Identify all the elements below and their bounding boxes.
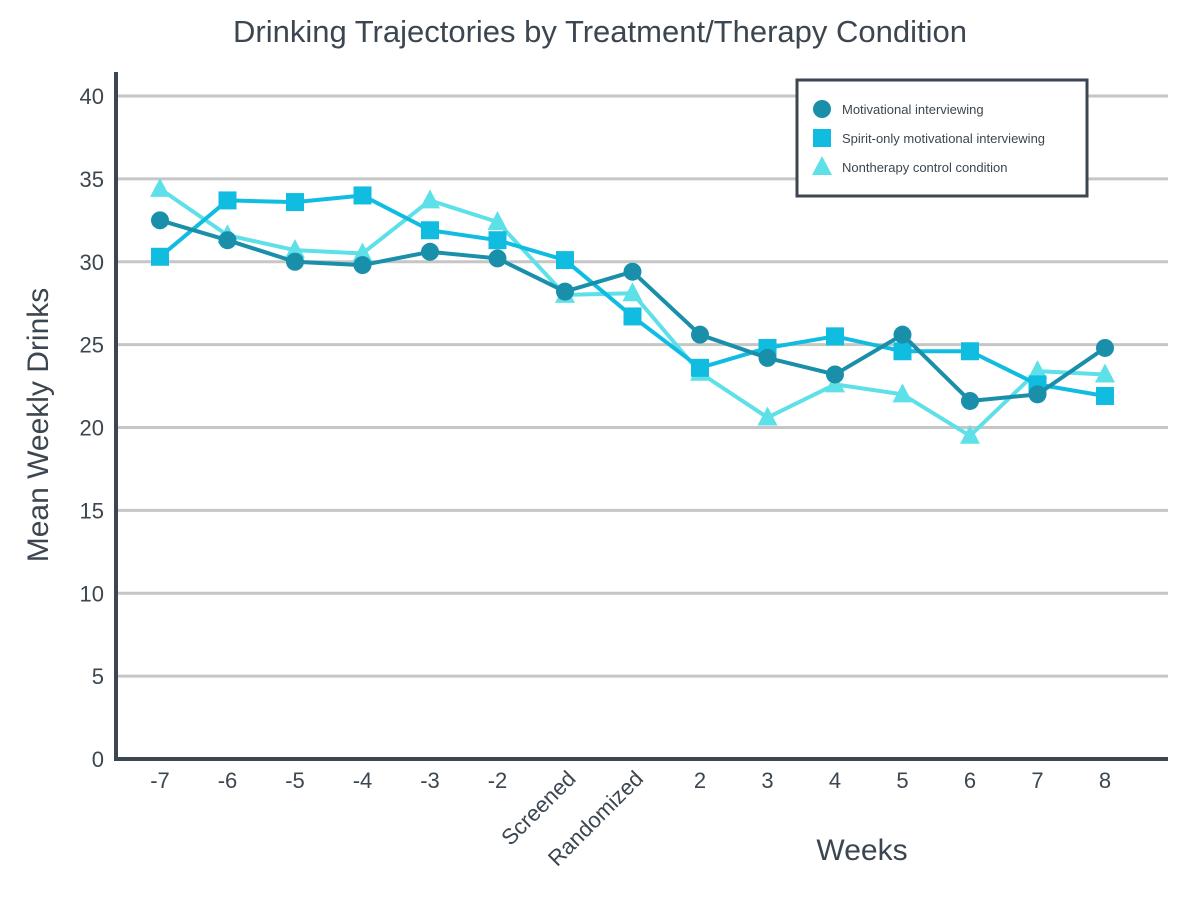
data-point-circle (893, 325, 912, 344)
data-point-circle (488, 249, 507, 268)
data-point-circle (218, 231, 237, 250)
x-tick-label: -7 (150, 768, 170, 793)
data-point-circle (826, 365, 844, 384)
data-point-square (826, 327, 844, 346)
data-point-square (893, 342, 912, 361)
data-point-square (488, 231, 507, 250)
data-point-triangle (487, 210, 508, 230)
data-point-square (218, 191, 237, 210)
series-group (150, 177, 1115, 444)
y-tick-label: 35 (80, 167, 104, 192)
series-circle (151, 211, 1114, 410)
data-point-circle (556, 282, 574, 301)
data-point-triangle (960, 424, 980, 444)
data-point-triangle (757, 406, 778, 426)
data-point-circle (353, 256, 372, 275)
data-point-triangle (420, 189, 440, 209)
legend-label: Spirit-only motivational interviewing (842, 131, 1045, 146)
x-tick-label: 5 (896, 768, 908, 793)
data-point-triangle (1027, 360, 1048, 380)
y-tick-label: 20 (80, 416, 104, 441)
y-tick-label: 10 (80, 581, 104, 606)
data-point-circle (758, 348, 777, 367)
y-tick-label: 15 (80, 498, 104, 523)
x-tick-label: -2 (488, 768, 508, 793)
data-point-triangle (1095, 363, 1115, 383)
y-axis-ticks: 0 5 10 15 20 25 30 35 40 (80, 84, 104, 772)
x-axis-title: Weeks (816, 834, 907, 867)
x-tick-label: -5 (285, 768, 305, 793)
data-point-square (286, 193, 304, 212)
x-tick-label: -4 (353, 768, 373, 793)
y-tick-label: 30 (80, 250, 104, 275)
legend-marker-square (813, 129, 831, 147)
data-point-square (353, 186, 372, 205)
x-tick-label: -6 (218, 768, 238, 793)
legend-label: Nontherapy control condition (842, 160, 1008, 175)
data-point-circle (1028, 385, 1047, 404)
x-tick-label: 3 (761, 768, 773, 793)
data-point-triangle (150, 177, 170, 197)
series-square (151, 186, 1114, 406)
data-point-square (556, 251, 574, 270)
x-tick-label: -3 (420, 768, 440, 793)
data-point-square (151, 247, 169, 266)
data-point-circle (961, 391, 979, 410)
legend-marker-triangle (812, 156, 832, 175)
y-tick-label: 5 (92, 664, 104, 689)
data-point-circle (623, 262, 642, 281)
data-point-circle (691, 325, 709, 344)
data-point-circle (1096, 338, 1114, 357)
y-tick-label: 40 (80, 84, 104, 109)
x-tick-label: 4 (829, 768, 841, 793)
legend-marker-circle (813, 100, 831, 118)
data-point-triangle (892, 383, 913, 403)
x-tick-label: 6 (964, 768, 976, 793)
legend-label: Motivational interviewing (842, 102, 984, 117)
series-triangle (150, 177, 1115, 444)
legend: Motivational interviewing Spirit-only mot… (795, 78, 1089, 198)
data-point-triangle (622, 282, 643, 302)
x-tick-label: 2 (694, 768, 706, 793)
data-point-square (961, 342, 979, 361)
chart-title: Drinking Trajectories by Treatment/Thera… (233, 14, 967, 49)
data-point-square (1096, 387, 1114, 406)
y-tick-label: 0 (92, 747, 104, 772)
data-point-square (421, 221, 439, 240)
x-tick-label: 7 (1031, 768, 1043, 793)
data-point-circle (151, 211, 169, 230)
legend-box (795, 78, 1089, 198)
data-point-square (691, 358, 709, 377)
data-point-triangle (352, 242, 373, 262)
data-point-triangle (285, 239, 305, 259)
y-tick-label: 25 (80, 333, 104, 358)
data-point-circle (286, 252, 304, 271)
data-point-circle (421, 242, 439, 261)
data-point-square (623, 307, 642, 326)
y-axis-title: Mean Weekly Drinks (22, 288, 55, 563)
x-tick-label: 8 (1099, 768, 1111, 793)
